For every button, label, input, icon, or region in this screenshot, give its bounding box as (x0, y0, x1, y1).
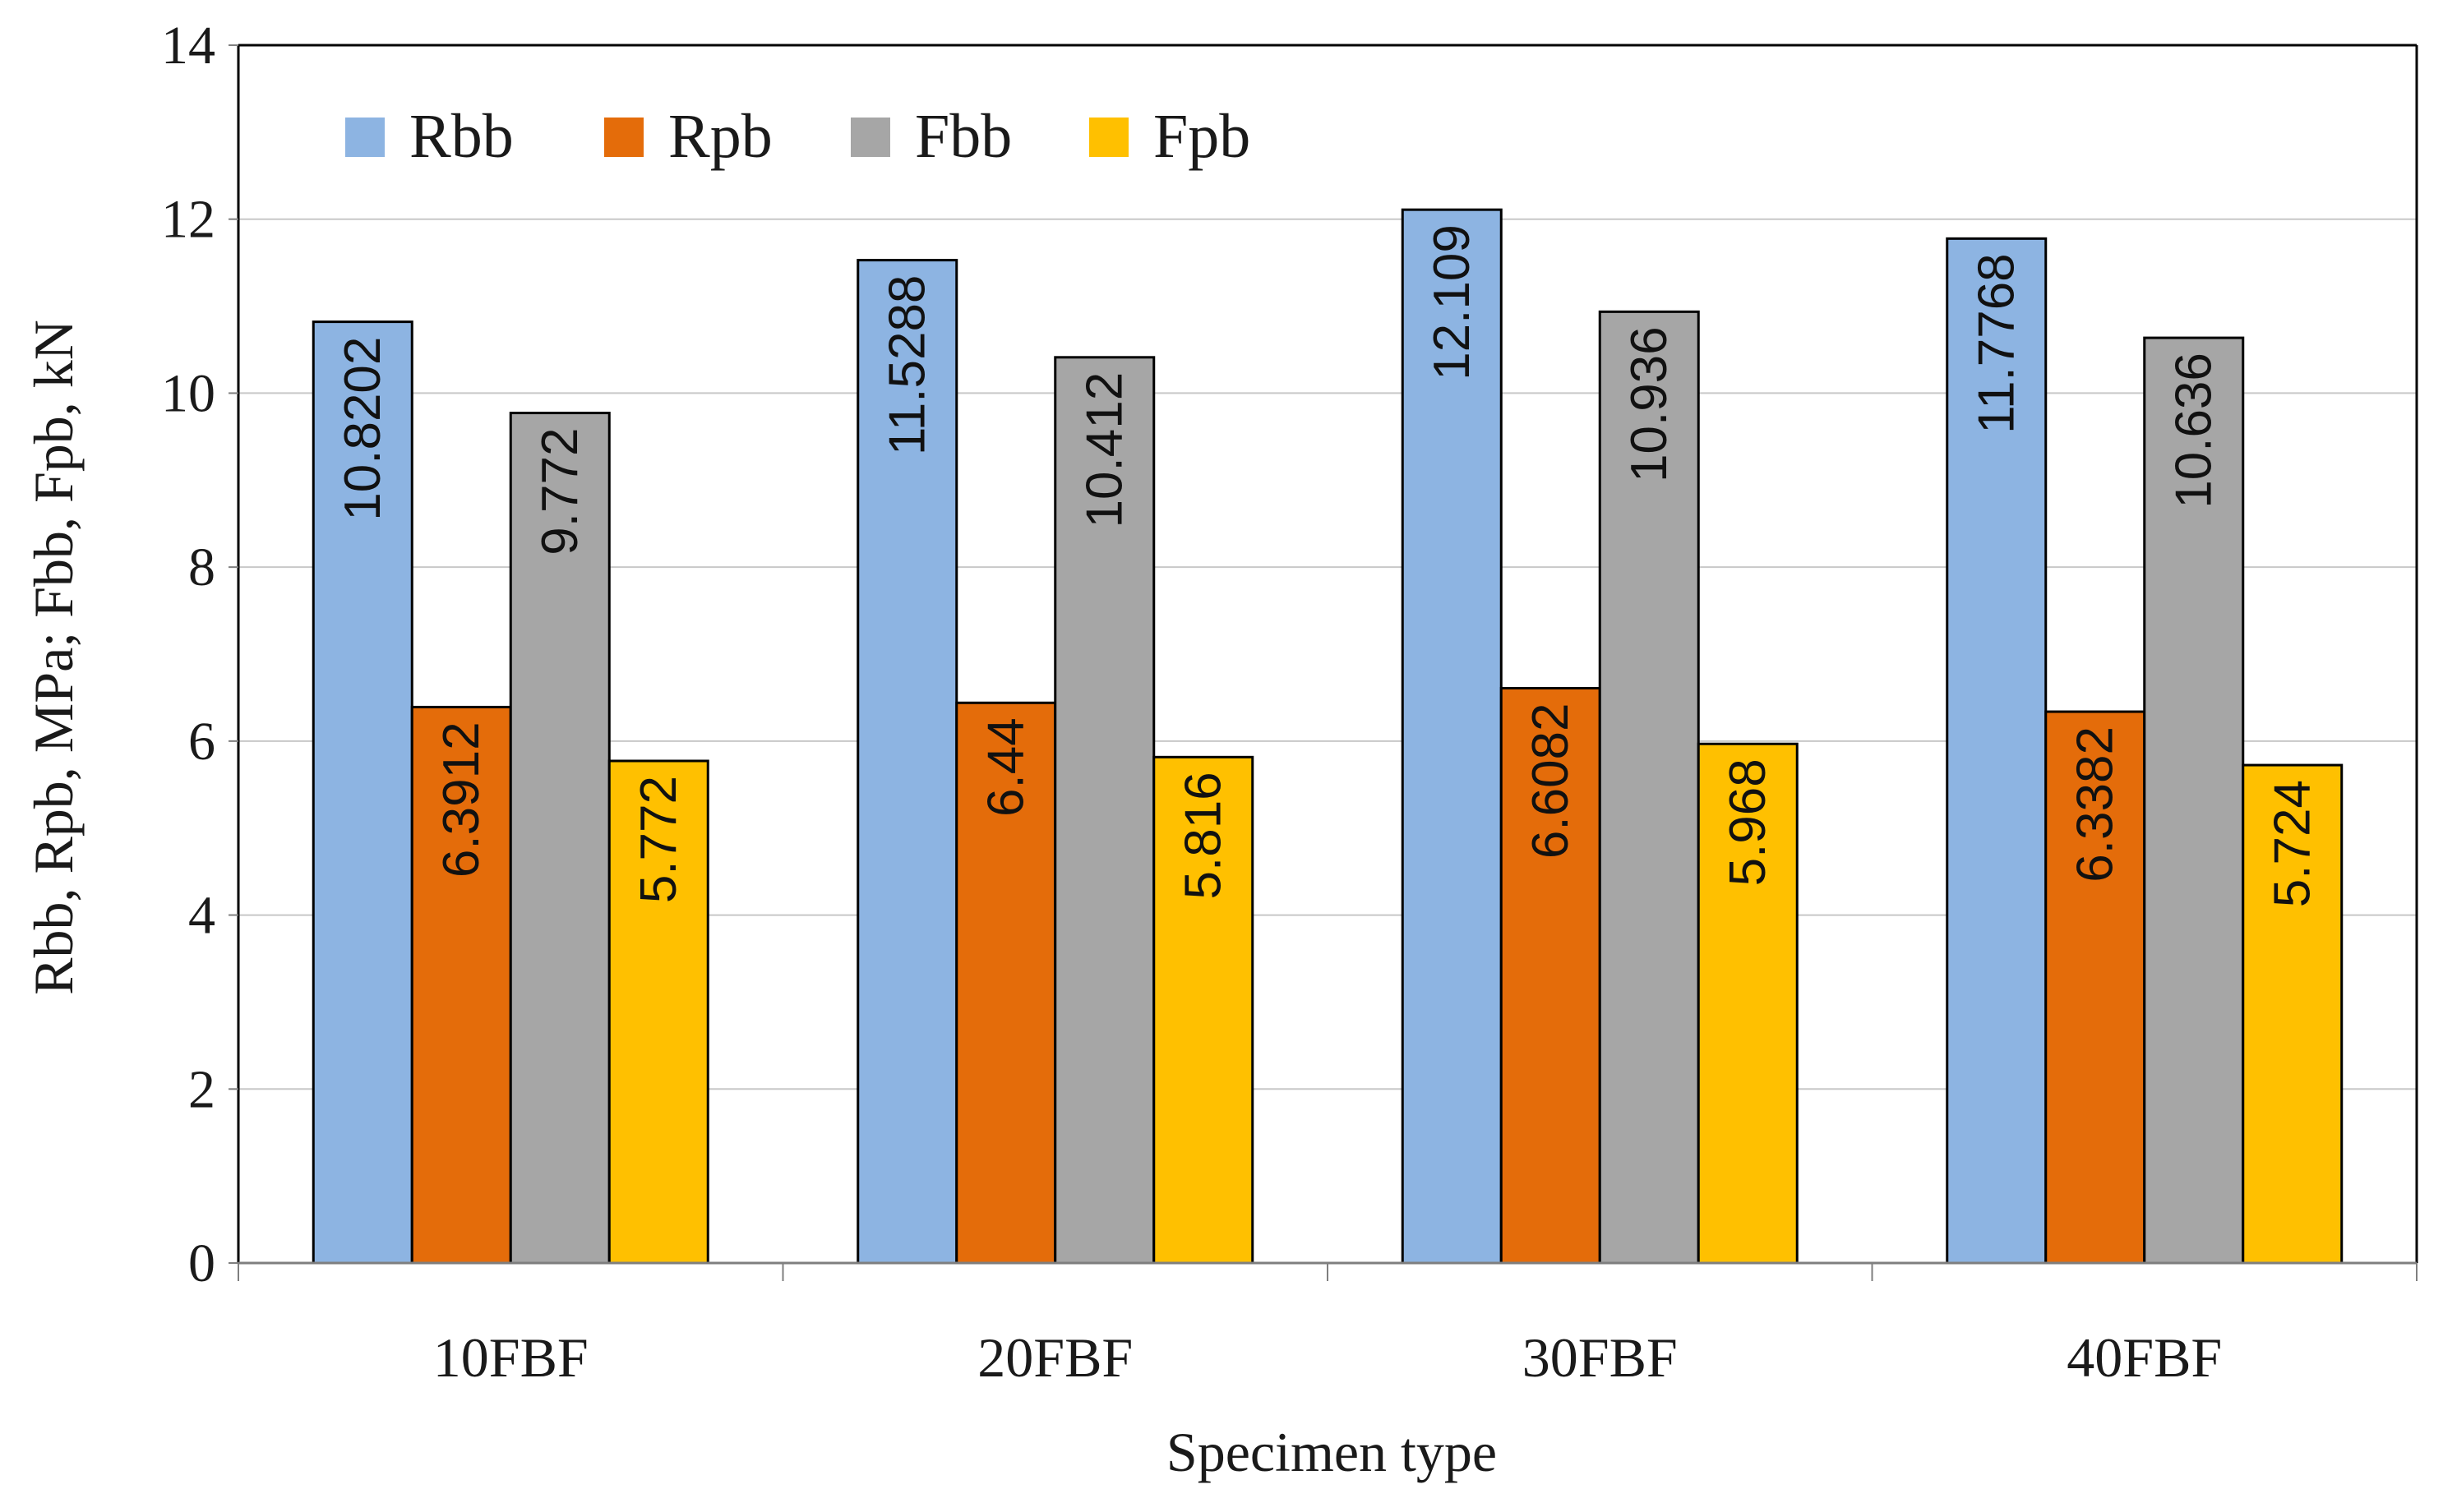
x-axis-title: Specimen type (1166, 1421, 1497, 1483)
y-axis: 0 2 4 6 8 10 12 14 (161, 16, 238, 1293)
bar-fpb-20fbf (1152, 755, 1254, 1265)
bar-rpb-40fbf (2044, 710, 2146, 1265)
bar-rpb-10fbf (410, 705, 512, 1265)
bar-value-label: 10.412 (1076, 372, 1133, 528)
bar-fbb-20fbf (1054, 356, 1156, 1265)
bar-rpb-20fbf (955, 701, 1057, 1265)
legend-label-fbb: Fbb (915, 102, 1012, 171)
bar-value-label: 10.8202 (335, 337, 391, 521)
bars: 10.8202 6.3912 9.772 5.772 11.5288 6.44 10.412… (312, 208, 2344, 1265)
bar-value-label: 5.772 (630, 776, 687, 903)
bar-value-label: 5.724 (2264, 780, 2321, 907)
bar-fbb-30fbf (1598, 310, 1700, 1265)
legend-label-fpb: Fpb (1153, 102, 1250, 171)
bar-value-label: 6.3382 (2067, 726, 2123, 883)
bar-value-label: 11.5288 (879, 275, 935, 456)
bar-value-label: 6.6082 (1522, 703, 1579, 859)
y-tick-label: 6 (188, 712, 215, 772)
bar-fbb-40fbf (2143, 336, 2245, 1265)
y-tick-label: 4 (188, 886, 215, 946)
bar-value-label: 10.936 (1621, 326, 1678, 482)
legend-swatch-rbb (345, 118, 385, 157)
bar-value-label: 5.968 (1720, 758, 1776, 886)
bar-value-label: 5.816 (1175, 772, 1231, 899)
bar-rbb-20fbf (857, 259, 958, 1265)
legend-label-rpb: Rpb (668, 102, 773, 171)
x-category-label: 20FBF (977, 1326, 1133, 1389)
y-axis-title: Rbb, Rpb, MPa; Fbb, Fpb, kN (22, 320, 85, 995)
legend-swatch-rpb (604, 118, 644, 157)
y-tick-label: 14 (161, 16, 215, 76)
bar-value-label: 12.109 (1424, 224, 1480, 380)
legend-swatch-fbb (851, 118, 890, 157)
bar-value-label: 6.3912 (433, 721, 490, 878)
x-axis: 10FBF 20FBF 30FBF 40FBF (238, 1263, 2418, 1389)
legend: Rbb Rpb Fbb Fpb (345, 102, 1250, 171)
bar-value-label: 9.772 (532, 428, 589, 555)
legend-label-rbb: Rbb (409, 102, 514, 171)
y-tick-label: 2 (188, 1059, 215, 1119)
x-category-label: 30FBF (1522, 1326, 1678, 1389)
bar-value-label: 6.44 (977, 717, 1034, 817)
bar-rpb-30fbf (1499, 686, 1601, 1265)
y-tick-label: 12 (161, 190, 215, 250)
legend-swatch-fpb (1089, 118, 1129, 157)
bar-rbb-30fbf (1401, 208, 1503, 1265)
bar-value-label: 11.7768 (1968, 253, 2025, 434)
bar-fpb-30fbf (1697, 742, 1799, 1265)
bar-value-label: 10.636 (2165, 353, 2222, 509)
y-tick-label: 8 (188, 537, 215, 597)
x-category-label: 10FBF (433, 1326, 589, 1389)
y-tick-label: 10 (161, 363, 215, 423)
x-category-label: 40FBF (2067, 1326, 2222, 1389)
y-tick-label: 0 (188, 1233, 215, 1293)
bar-fpb-10fbf (607, 759, 709, 1265)
bar-fbb-10fbf (509, 412, 611, 1265)
